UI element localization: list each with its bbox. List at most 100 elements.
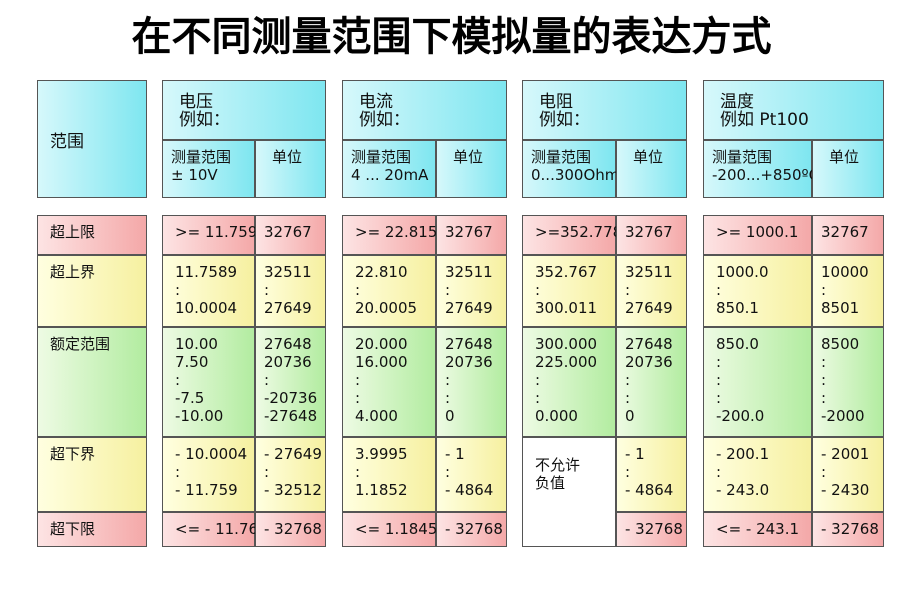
text-line: : — [445, 371, 451, 389]
text: 单位 — [453, 148, 484, 166]
text-line: : — [821, 353, 827, 371]
text-line: 1.1852 — [355, 481, 408, 499]
text-line: -7.5 — [175, 389, 205, 407]
text-line: 测量范围 — [712, 148, 773, 166]
text-line: - 1 — [445, 445, 465, 463]
unit-cell: - 2001: - 2430 — [812, 437, 884, 512]
text-line: : — [445, 463, 451, 481]
text-line: 电压 — [179, 92, 213, 112]
unit-cell: - 1:- 4864 — [436, 437, 507, 512]
text-line: 32511 — [264, 263, 312, 281]
text: 范围 — [50, 132, 84, 152]
text-line: : — [445, 281, 451, 299]
text-line: 例如 Pt100 — [720, 110, 809, 130]
text-line: 7.50 — [175, 353, 209, 371]
text: 单位 — [272, 148, 303, 166]
text-line: -200.0 — [716, 407, 765, 425]
text-line: - 4864 — [445, 481, 494, 499]
text-line: 300.000 — [535, 335, 598, 353]
text-line: - 10.0004 — [175, 445, 248, 463]
row-label: 额定范围 — [37, 327, 147, 437]
text-line: : — [625, 371, 631, 389]
text-line: 10.00 — [175, 335, 218, 353]
text-line: - 4864 — [625, 481, 674, 499]
text-line: : — [445, 389, 451, 407]
range-label: 范围 — [37, 80, 147, 198]
value-cell: 3.9995:1.1852 — [342, 437, 436, 512]
text-line: <= - 11.76 — [175, 520, 259, 538]
text-line: 1000.0 — [716, 263, 769, 281]
range-header: 测量范围 4 ... 20mA — [342, 140, 436, 198]
range-header: 测量范围 -200...+850ºC — [703, 140, 819, 198]
text-line: 27648 — [445, 335, 493, 353]
unit-cell: 27648 20736::0 — [616, 327, 687, 437]
unit-cell: 27648 20736::0 — [436, 327, 507, 437]
unit-header: 单位 — [616, 140, 687, 198]
text-line: 测量范围 — [351, 148, 412, 166]
text-line: - 32768 — [821, 520, 879, 538]
unit-cell: 27648 20736: -20736 -27648 — [255, 327, 326, 437]
unit-cell: - 32768 — [255, 512, 326, 547]
value-cell: 10.00 7.50: -7.5 -10.00 — [162, 327, 255, 437]
unit-cell: 10000:8501 — [812, 255, 884, 327]
value-cell: 300.000 225.000::0.000 — [522, 327, 616, 437]
text-line: >=352.778 — [535, 223, 623, 241]
text-line: : — [821, 371, 827, 389]
unit-cell: 32767 — [436, 215, 507, 255]
text-line: 负值 — [535, 474, 566, 492]
text-line: : — [175, 281, 181, 299]
text-line: 10.0004 — [175, 299, 238, 317]
value-cell: - 10.0004: - 11.759 — [162, 437, 255, 512]
text-line: : — [264, 281, 270, 299]
text-line: 32767 — [625, 223, 673, 241]
text-line: - 32768 — [445, 520, 503, 538]
text-line: : — [264, 463, 270, 481]
text: 超下限 — [50, 520, 96, 538]
text-line: 测量范围 — [531, 148, 592, 166]
text: 超上界 — [50, 263, 96, 281]
text-line: 27649 — [625, 299, 673, 317]
row-label: 超下界 — [37, 437, 147, 512]
text-line: : — [175, 371, 181, 389]
text-line: - 2430 — [821, 481, 870, 499]
text-line: 4 ... 20mA — [351, 166, 429, 184]
text-line: 例如： — [179, 110, 230, 130]
value-cell: 1000.0:850.1 — [703, 255, 812, 327]
text-line: -20736 — [264, 389, 318, 407]
text-line: : — [535, 389, 541, 407]
text-line: 27648 — [625, 335, 673, 353]
value-cell: 不允许 负值 — [522, 437, 616, 547]
text-line: : — [716, 353, 722, 371]
row-label: 超下限 — [37, 512, 147, 547]
unit-cell: 32511:27649 — [616, 255, 687, 327]
text-line: 32511 — [445, 263, 493, 281]
text-line: : — [716, 281, 722, 299]
range-header: 测量范围 ± 10V — [162, 140, 255, 198]
text-line: - 27649 — [264, 445, 322, 463]
text-line: 32767 — [264, 223, 312, 241]
text-line: 20736 — [445, 353, 493, 371]
text-line: <= - 243.1 — [716, 520, 800, 538]
text-line: : — [535, 371, 541, 389]
text-line: -27648 — [264, 407, 318, 425]
text-line: 电阻 — [539, 92, 573, 112]
text-line: 850.1 — [716, 299, 759, 317]
text-line: 8501 — [821, 299, 860, 317]
value-cell: <= - 243.1 — [703, 512, 812, 547]
range-header: 测量范围 0...300Ohm — [522, 140, 620, 198]
text-line: 0...300Ohm — [531, 166, 620, 184]
text-line: : — [535, 281, 541, 299]
text-line: 27649 — [445, 299, 493, 317]
text-line: ± 10V — [171, 166, 218, 184]
text: 单位 — [633, 148, 664, 166]
text-line: : — [821, 463, 827, 481]
group-header: 温度 例如 Pt100 — [703, 80, 884, 140]
text: 单位 — [829, 148, 860, 166]
text-line: <= 1.1845 — [355, 520, 438, 538]
text-line: 20.000 — [355, 335, 408, 353]
unit-cell: 32511:27649 — [436, 255, 507, 327]
text-line: 10000 — [821, 263, 869, 281]
text: 超上限 — [50, 223, 96, 241]
unit-cell: 8500::: -2000 — [812, 327, 884, 437]
